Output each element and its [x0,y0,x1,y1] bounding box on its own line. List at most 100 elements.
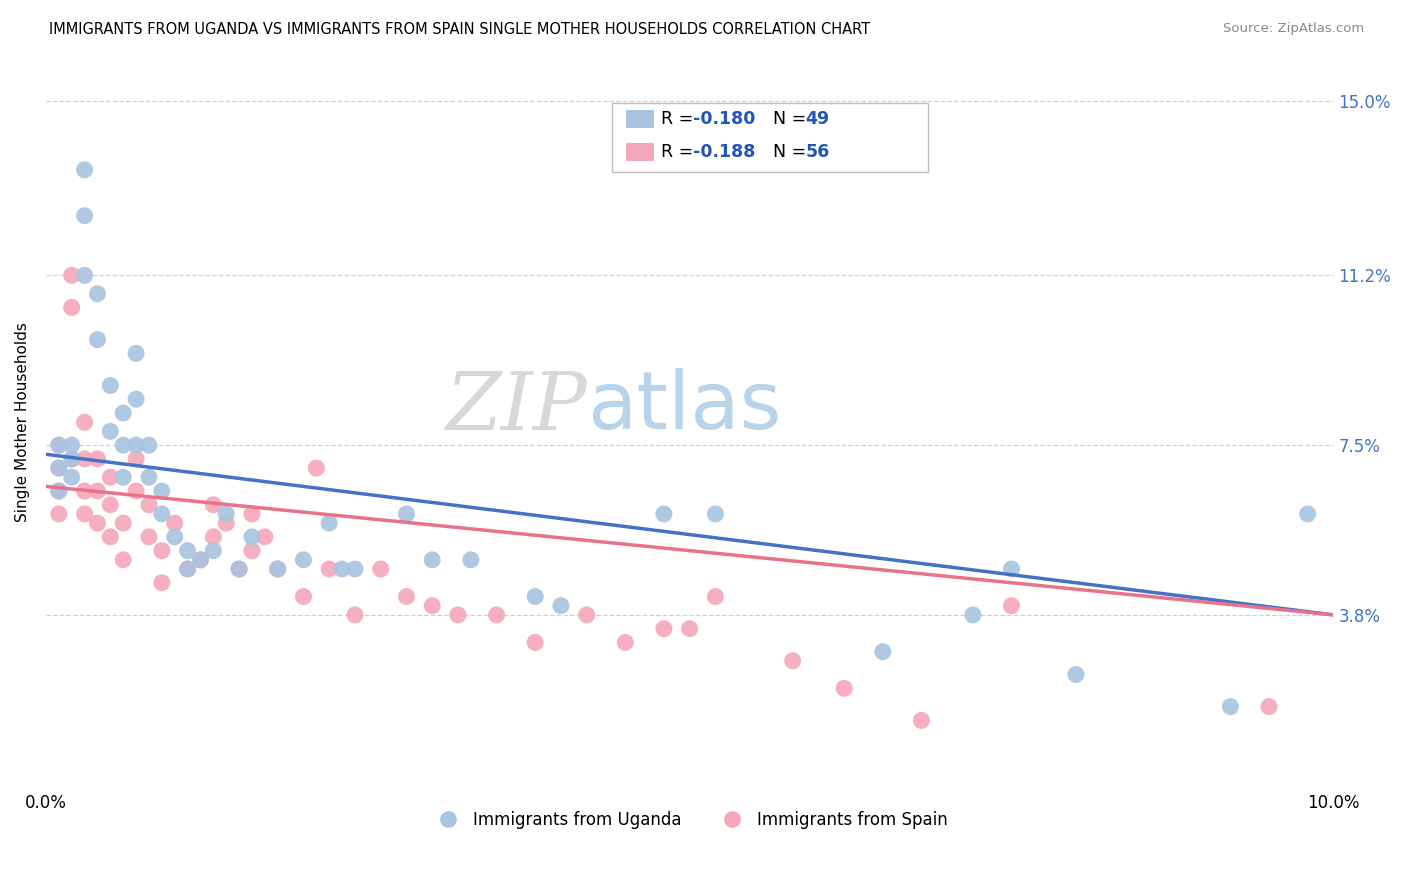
Point [125,483,148,498]
Point [48,461,70,475]
Point [782,654,804,668]
Point [240,543,263,558]
Point [176,562,198,576]
Point [679,622,702,636]
Point [125,451,148,466]
Point [163,516,186,530]
Point [125,392,148,407]
Point [98,530,121,544]
Point [150,507,173,521]
Point [112,438,135,452]
Point [112,516,135,530]
Point [48,483,70,498]
Point [86,516,108,530]
Point [395,590,418,604]
Point [98,378,121,392]
Point [267,562,290,576]
Point [138,530,160,544]
Point [150,483,173,498]
Point [60,268,83,283]
Point [176,543,198,558]
Point [60,451,83,466]
Point [86,286,108,301]
Point [652,507,675,521]
Point [1219,699,1241,714]
Point [524,590,547,604]
Text: IMMIGRANTS FROM UGANDA VS IMMIGRANTS FROM SPAIN SINGLE MOTHER HOUSEHOLDS CORRELA: IMMIGRANTS FROM UGANDA VS IMMIGRANTS FRO… [49,22,870,37]
Point [395,507,418,521]
Point [485,607,508,622]
Point [73,415,96,429]
Point [48,461,70,475]
Point [48,483,70,498]
Point [202,530,225,544]
Point [318,516,340,530]
Point [138,470,160,484]
Point [112,553,135,567]
Point [292,590,315,604]
Point [73,162,96,177]
Point [305,461,328,475]
Point [60,451,83,466]
Point [240,530,263,544]
Point [1000,599,1022,613]
Point [832,681,855,696]
Point [73,209,96,223]
Point [420,553,443,567]
Point [1258,699,1281,714]
Point [614,635,637,649]
Point [73,507,96,521]
Text: R =: R = [661,143,699,161]
Text: atlas: atlas [586,368,782,447]
Point [215,516,238,530]
Point [125,438,148,452]
Point [253,530,276,544]
Point [460,553,482,567]
Point [330,562,353,576]
Point [98,498,121,512]
Point [292,553,315,567]
Point [202,543,225,558]
Point [447,607,470,622]
Point [48,507,70,521]
Point [86,483,108,498]
Text: Source: ZipAtlas.com: Source: ZipAtlas.com [1223,22,1364,36]
Point [190,553,212,567]
Point [86,333,108,347]
Point [73,268,96,283]
Point [575,607,598,622]
Text: 49: 49 [806,110,830,128]
Point [318,562,340,576]
Point [138,438,160,452]
Point [910,714,932,728]
Point [150,543,173,558]
Legend: Immigrants from Uganda, Immigrants from Spain: Immigrants from Uganda, Immigrants from … [425,805,955,836]
Point [704,507,727,521]
Point [138,498,160,512]
Text: N =: N = [773,110,813,128]
Point [550,599,572,613]
Point [176,562,198,576]
Point [73,483,96,498]
Point [240,507,263,521]
Point [962,607,984,622]
Point [86,451,108,466]
Point [98,425,121,439]
Point [48,438,70,452]
Text: -0.180: -0.180 [693,110,755,128]
Text: -0.188: -0.188 [693,143,755,161]
Point [73,451,96,466]
Point [150,575,173,590]
Point [60,301,83,315]
Point [228,562,250,576]
Point [215,507,238,521]
Point [704,590,727,604]
Point [1296,507,1319,521]
Point [343,562,366,576]
Point [48,438,70,452]
Point [267,562,290,576]
Point [652,622,675,636]
Point [112,470,135,484]
Text: 56: 56 [806,143,830,161]
Point [1000,562,1022,576]
